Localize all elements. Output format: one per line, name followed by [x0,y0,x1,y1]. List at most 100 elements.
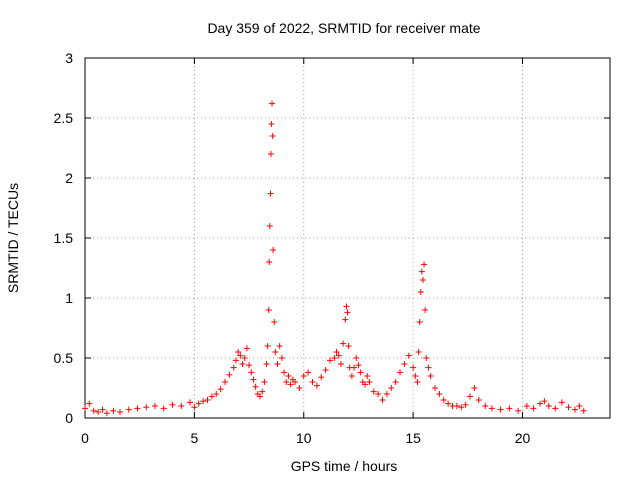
data-point [392,379,399,385]
chart-title: Day 359 of 2022, SRMTID for receiver mat… [207,20,480,36]
data-point [572,406,578,413]
data-point [200,398,207,405]
data-series [82,100,587,417]
data-point [351,364,358,371]
data-point [103,410,110,417]
data-point [259,388,266,395]
data-point [425,364,432,371]
data-point [353,355,360,361]
data-point [421,261,428,268]
data-point [117,409,123,415]
data-point [417,289,424,295]
data-point [276,343,283,349]
y-axis-label: SRMTID / TECUs [5,183,21,293]
data-point [270,247,277,253]
data-point [169,401,176,408]
data-point [340,340,347,347]
data-point [345,343,352,349]
data-point [222,379,228,385]
data-point [366,379,373,385]
data-point [471,385,478,391]
data-point [241,355,248,361]
data-point [327,357,333,364]
data-point [263,361,270,367]
data-point [355,362,362,369]
data-point [285,373,292,379]
y-tick-label: 0.5 [54,350,74,366]
x-tick-label: 0 [81,430,89,446]
axis-ticks: 0 0.5 1 1.5 2 2.5 3 0 5 10 15 20 [54,50,610,446]
data-point [271,319,278,325]
data-point [410,364,417,371]
data-point [272,349,279,355]
data-point [257,393,263,400]
data-point [506,405,513,412]
data-point [82,405,88,412]
data-point [440,397,447,403]
data-point [453,403,460,409]
data-point [90,407,97,414]
data-point [405,352,412,359]
data-point [337,361,344,367]
data-point [388,385,395,391]
data-point [283,379,290,385]
y-tick-label: 2.5 [54,110,74,126]
data-point [213,391,220,397]
data-point [152,403,158,409]
data-point [445,400,452,407]
data-point [208,393,215,400]
data-point [268,121,275,127]
data-point [530,405,537,412]
data-point [318,374,325,381]
y-tick-label: 3 [65,50,73,66]
data-point [462,401,469,408]
data-point [237,352,244,359]
data-point [415,349,422,355]
data-point [357,369,364,376]
data-point [230,364,237,371]
data-point [134,405,141,412]
data-point [264,343,271,349]
data-point [541,398,548,405]
data-point [545,403,552,409]
data-point [261,379,268,385]
data-point [187,399,193,406]
data-point [414,379,421,385]
data-point [458,404,465,411]
data-point [265,307,272,313]
data-point [343,303,350,310]
data-point [99,406,106,413]
data-point [397,369,403,376]
data-point [419,277,426,283]
data-point [467,393,473,400]
data-point [195,400,202,407]
y-tick-label: 1.5 [54,230,74,246]
data-point [322,367,329,373]
data-point [488,405,495,412]
y-tick-label: 0 [65,410,73,426]
data-point [226,371,233,378]
data-point [160,405,167,412]
data-point [281,369,288,376]
data-point [269,100,276,107]
data-point [333,349,340,355]
data-point [269,133,276,139]
y-tick-label: 2 [65,170,73,186]
data-point [523,403,530,409]
data-point [110,407,117,414]
data-point [300,373,307,379]
y-tick-label: 1 [65,290,73,306]
data-point [86,400,93,407]
data-point [497,406,504,413]
data-point [331,355,338,361]
data-point [348,373,355,379]
data-point [401,361,408,367]
data-point [370,388,377,395]
data-point [278,355,285,361]
data-point [243,345,250,352]
data-point [475,397,482,403]
data-point [364,373,371,379]
data-point [416,319,423,325]
data-point [436,391,443,397]
